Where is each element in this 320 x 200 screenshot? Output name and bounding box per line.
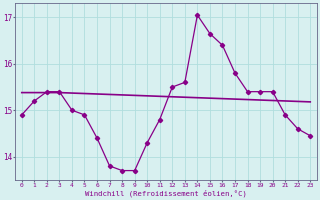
X-axis label: Windchill (Refroidissement éolien,°C): Windchill (Refroidissement éolien,°C) <box>85 189 247 197</box>
